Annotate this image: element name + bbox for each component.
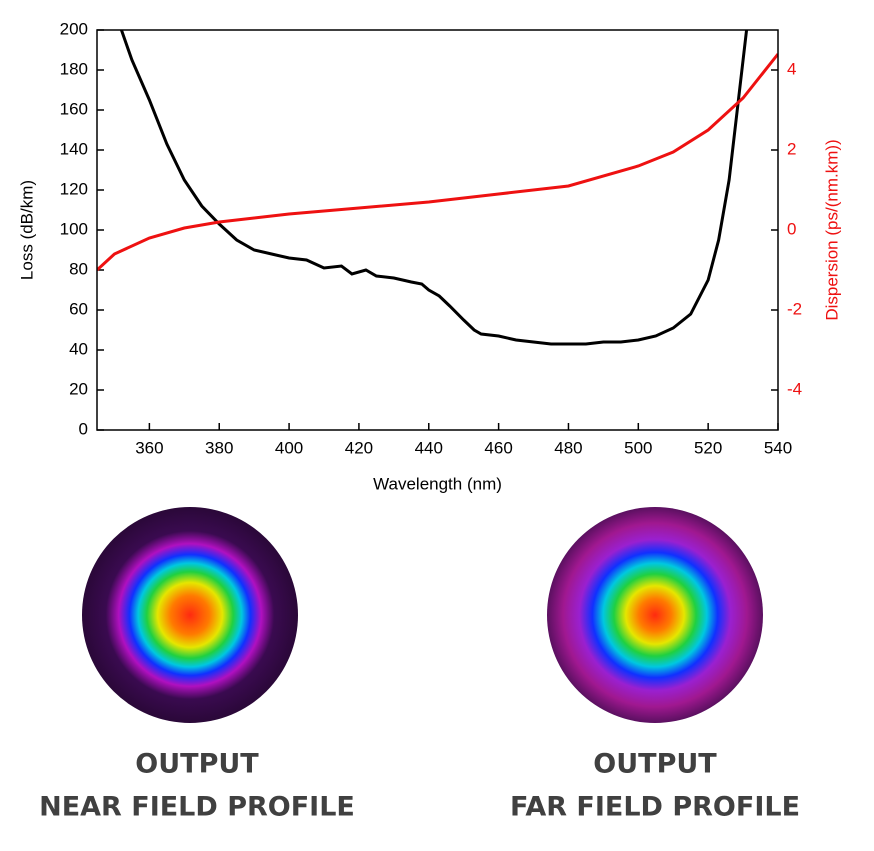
y-tick-label: 120 <box>60 179 88 198</box>
y-tick-label: 40 <box>69 339 88 358</box>
y-tick-label: 180 <box>60 59 88 78</box>
y-tick-label: 140 <box>60 139 88 158</box>
series-line <box>97 53 778 272</box>
y-tick-label: 60 <box>69 299 88 318</box>
caption: OUTPUT <box>593 749 717 780</box>
caption: OUTPUT <box>135 749 259 780</box>
y2-tick-label: -4 <box>787 379 802 398</box>
x-tick-label: 440 <box>415 438 443 457</box>
x-tick-label: 380 <box>205 438 233 457</box>
x-tick-label: 460 <box>484 438 512 457</box>
near-field-image <box>82 507 298 723</box>
x-tick-label: 540 <box>764 438 792 457</box>
plot: 0 20 40 60 80 100 120 140 160 180 200 -4 -2 0 2 4 360 380… <box>17 19 841 493</box>
y-axis-label: Loss (dB/km) <box>17 180 36 280</box>
x-tick-label: 420 <box>345 438 373 457</box>
y-tick-label: 100 <box>60 219 88 238</box>
y-tick-label: 20 <box>69 379 88 398</box>
y2-tick-label: 0 <box>787 219 796 238</box>
far-field-image <box>547 507 763 723</box>
x-tick-label: 520 <box>694 438 722 457</box>
y-tick-label: 160 <box>60 99 88 118</box>
y-tick-label: 0 <box>79 419 88 438</box>
plot-frame <box>96 29 779 431</box>
x-axis-label: Wavelength (nm) <box>373 474 502 493</box>
y2-tick-label: 2 <box>787 139 796 158</box>
x-tick-label: 400 <box>275 438 303 457</box>
y2-tick-label: -2 <box>787 299 802 318</box>
x-tick-label: 500 <box>624 438 652 457</box>
caption: NEAR FIELD PROFILE <box>39 792 355 823</box>
x-tick-label: 480 <box>554 438 582 457</box>
caption: FAR FIELD PROFILE <box>510 792 800 823</box>
x-tick-label: 360 <box>135 438 163 457</box>
y-tick-label: 80 <box>69 259 88 278</box>
y2-tick-label: 4 <box>787 59 796 78</box>
y-tick-label: 200 <box>60 19 88 38</box>
y2-axis-label: Dispersion (ps/(nm.km)) <box>822 139 841 320</box>
series-line <box>120 30 749 346</box>
